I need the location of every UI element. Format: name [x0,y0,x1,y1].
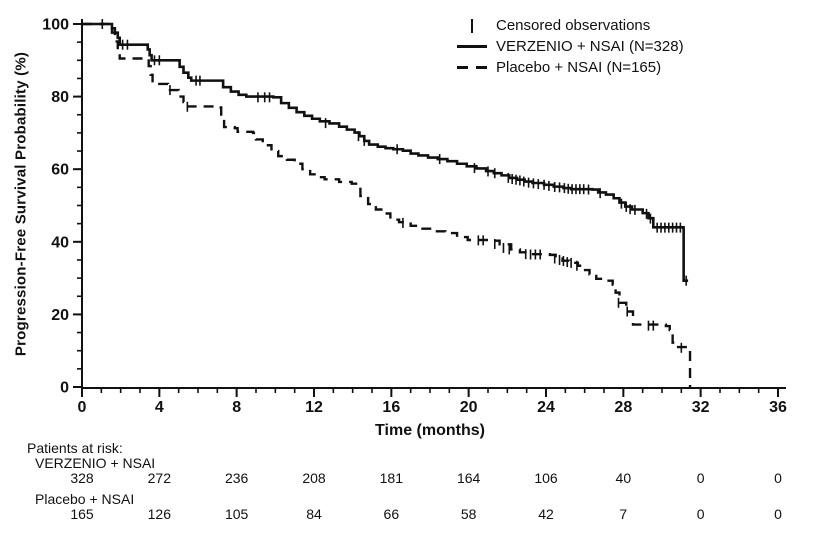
x-tick-label: 28 [614,399,632,416]
at-risk-count-placebo: 58 [461,506,477,522]
legend-label-censored: Censored observations [496,17,651,34]
legend-label-verzenio: VERZENIO + NSAI (N=328) [496,38,684,55]
x-tick-label: 8 [232,399,241,416]
y-tick-label: 20 [51,307,69,324]
at-risk-count-placebo: 165 [70,506,94,522]
at-risk-count-verzenio: 106 [534,470,558,486]
y-tick-label: 60 [51,162,69,179]
y-tick-label: 0 [60,380,69,397]
y-tick-label: 80 [51,89,69,106]
placebo-curve [82,22,692,387]
dashed-line-icon [455,66,489,69]
x-tick-label: 24 [537,399,555,416]
at-risk-count-placebo: 105 [225,506,249,522]
at-risk-count-verzenio: 164 [457,470,481,486]
x-tick-label: 36 [769,399,787,416]
legend-item-placebo: Placebo + NSAI (N=165) [455,57,684,78]
at-risk-count-placebo: 66 [384,506,400,522]
legend: Censored observations VERZENIO + NSAI (N… [455,15,684,78]
at-risk-count-verzenio: 208 [302,470,326,486]
y-tick-label: 40 [51,234,69,251]
verzenio-curve [82,22,689,282]
solid-line-icon [455,45,489,48]
at-risk-count-placebo: 7 [619,506,627,522]
y-tick-label: 100 [42,17,69,34]
x-tick-label: 12 [305,399,323,416]
legend-item-verzenio: VERZENIO + NSAI (N=328) [455,36,684,57]
x-tick-label: 4 [155,399,164,416]
at-risk-row-label-verzenio: VERZENIO + NSAI [35,455,156,471]
at-risk-count-verzenio: 181 [380,470,404,486]
y-axis-title: Progression-Free Survival Probability (%… [12,51,30,357]
at-risk-row-label-placebo: Placebo + NSAI [35,491,135,507]
legend-item-censored: Censored observations [455,15,684,36]
x-tick-label: 32 [692,399,710,416]
censored-tick-icon [455,18,489,33]
at-risk-count-verzenio: 40 [616,470,632,486]
at-risk-count-verzenio: 328 [70,470,94,486]
at-risk-count-placebo: 84 [306,506,322,522]
x-tick-label: 0 [78,399,87,416]
x-axis-title: Time (months) [375,422,485,439]
at-risk-count-verzenio: 0 [697,470,705,486]
at-risk-count-placebo: 0 [774,506,782,522]
at-risk-count-placebo: 42 [538,506,554,522]
patients-at-risk-title: Patients at risk: [27,440,123,456]
x-tick-label: 16 [382,399,400,416]
at-risk-count-placebo: 126 [148,506,172,522]
at-risk-count-verzenio: 272 [148,470,172,486]
at-risk-count-placebo: 0 [697,506,705,522]
at-risk-count-verzenio: 236 [225,470,249,486]
x-tick-label: 20 [460,399,478,416]
at-risk-count-verzenio: 0 [774,470,782,486]
legend-label-placebo: Placebo + NSAI (N=165) [496,59,662,76]
